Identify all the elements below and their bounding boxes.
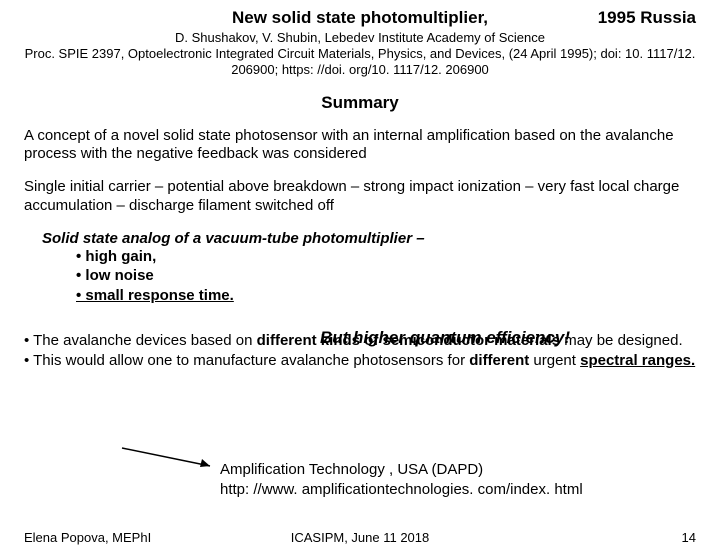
arrow-icon bbox=[120, 442, 230, 472]
lower2-a: • This would allow one to manufacture av… bbox=[24, 352, 469, 369]
analog-bullet-response: • small response time. bbox=[76, 286, 696, 306]
year-label: 1995 Russia bbox=[598, 8, 696, 28]
proceedings-line: Proc. SPIE 2397, Optoelectronic Integrat… bbox=[24, 46, 696, 79]
slide-title: New solid state photomultiplier, bbox=[232, 8, 488, 28]
lower2-c: urgent bbox=[529, 352, 580, 369]
authors-line: D. Shushakov, V. Shubin, Lebedev Institu… bbox=[24, 30, 696, 45]
lower2-b: different bbox=[469, 352, 529, 369]
lower2-d: spectral ranges. bbox=[580, 352, 695, 369]
footer-event: ICASIPM, June 11 2018 bbox=[24, 530, 696, 545]
analog-bullet-noise: • low noise bbox=[76, 266, 696, 286]
page-number: 14 bbox=[682, 530, 696, 545]
analog-title: Solid state analog of a vacuum-tube phot… bbox=[42, 230, 696, 247]
amp-line2: http: //www. amplificationtechnologies. … bbox=[220, 480, 583, 500]
lower1-c: may be designed. bbox=[560, 332, 683, 349]
paragraph-concept: A concept of a novel solid state photose… bbox=[24, 127, 696, 165]
summary-heading: Summary bbox=[24, 93, 696, 113]
amp-line1: Amplification Technology , USA (DAPD) bbox=[220, 460, 583, 480]
paragraph-chain: Single initial carrier – potential above… bbox=[24, 178, 696, 216]
lower1-a: • The avalanche devices based on bbox=[24, 332, 257, 349]
efficiency-callout: But higher quantum efficiency! bbox=[320, 328, 570, 348]
amplification-block: Amplification Technology , USA (DAPD) ht… bbox=[220, 460, 583, 499]
doi-link[interactable]: https: //doi. org/10. 1117/12. 206900 bbox=[282, 62, 489, 77]
analog-bullet-gain: • high gain, bbox=[76, 247, 696, 267]
